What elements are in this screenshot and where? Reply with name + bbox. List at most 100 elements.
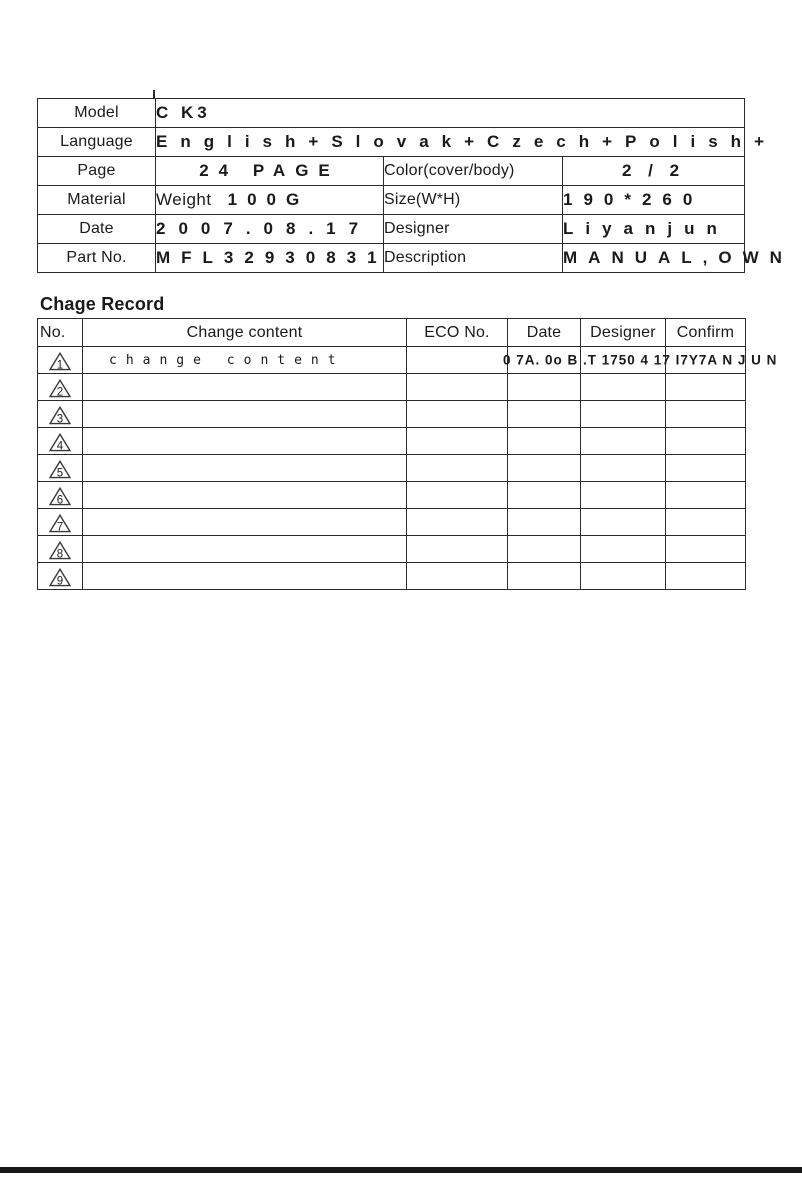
designer-value: Liyanjun (562, 214, 745, 244)
svg-text:1: 1 (57, 359, 63, 370)
row-confirm-cell (665, 562, 746, 590)
row-no-cell: 1 (37, 346, 83, 374)
spec-table: Model C K3 Language English+Slovak+Czech… (37, 98, 782, 273)
record-row-8: 8 (37, 535, 746, 563)
row-date-cell (507, 373, 581, 401)
color-value: 2 / 2 (562, 156, 745, 186)
spec-row-date: Date 2007.08.17 Designer Liyanjun (37, 214, 745, 244)
row-date-cell: 0 7A. 0o B .T 1750 4 17 I7Y7A N J U N (503, 346, 776, 374)
page-value: 24 PAGE (155, 156, 384, 186)
header-no: No. (37, 318, 83, 347)
row-eco-cell (406, 562, 508, 590)
row-no-cell: 6 (37, 481, 83, 509)
row-change-content-cell (82, 373, 407, 401)
model-label: Model (37, 98, 156, 128)
row-no-cell: 2 (37, 373, 83, 401)
revision-triangle-icon: 5 (49, 459, 71, 479)
row-designer-cell (580, 400, 666, 428)
row-eco-cell (406, 508, 508, 536)
row-change-content-cell (82, 400, 407, 428)
date-label: Date (37, 214, 156, 244)
header-designer: Designer (580, 318, 666, 347)
row-confirm-cell (665, 400, 746, 428)
color-label: Color(cover/body) (383, 156, 563, 186)
size-label: Size(W*H) (383, 185, 563, 215)
record-row-1: 1 change content 0 7A. 0o B .T 1750 4 17… (37, 346, 776, 374)
spec-row-model: Model C K3 (37, 98, 745, 128)
svg-text:5: 5 (57, 467, 63, 478)
row-eco-cell (406, 427, 508, 455)
row-date-cell (507, 562, 581, 590)
record-row-9: 9 (37, 562, 746, 590)
row-designer-cell (580, 373, 666, 401)
svg-text:4: 4 (57, 440, 64, 451)
row-confirm-cell (665, 481, 746, 509)
svg-text:3: 3 (57, 413, 63, 424)
material-label: Material (37, 185, 156, 215)
spec-row-page: Page 24 PAGE Color(cover/body) 2 / 2 (37, 156, 745, 186)
row-eco-cell (406, 481, 508, 509)
language-value: English+Slovak+Czech+Polish+ (155, 127, 764, 157)
record-row-4: 4 (37, 427, 746, 455)
change-record-title: Chage Record (40, 294, 165, 314)
row-confirm-cell (665, 508, 746, 536)
row-change-content-cell (82, 427, 407, 455)
page-label: Page (37, 156, 156, 186)
row-designer-cell (580, 562, 666, 590)
row-designer-cell (580, 454, 666, 482)
row-no-cell: 7 (37, 508, 83, 536)
row-change-content-cell (82, 562, 407, 590)
row-date-cell (507, 481, 581, 509)
row-no-cell: 9 (37, 562, 83, 590)
record-row-3: 3 (37, 400, 746, 428)
row-change-content-cell (82, 535, 407, 563)
row-change-content-cell: change content (82, 346, 407, 374)
row-eco-cell (406, 346, 508, 374)
row-confirm-cell (665, 454, 746, 482)
row-change-content-cell (82, 508, 407, 536)
row-no-cell: 4 (37, 427, 83, 455)
row-no-cell: 3 (37, 400, 83, 428)
row-confirm-cell (665, 535, 746, 563)
row-date-cell (507, 454, 581, 482)
row-date-cell (507, 535, 581, 563)
partno-label: Part No. (37, 243, 156, 273)
header-confirm: Confirm (665, 318, 746, 347)
overprinted-text: 0 7A. 0o B .T 1750 4 17 I7Y7A N J U N (503, 352, 778, 368)
svg-text:7: 7 (57, 521, 63, 532)
row-confirm-cell (665, 427, 746, 455)
revision-triangle-icon: 6 (49, 486, 71, 506)
material-value: Weight 100G (155, 185, 384, 215)
row-eco-cell (406, 454, 508, 482)
change-record-table: No. Change content ECO No. Date Designer… (37, 318, 776, 590)
record-row-5: 5 (37, 454, 746, 482)
revision-triangle-icon: 7 (49, 513, 71, 533)
model-value: C K3 (155, 98, 745, 128)
record-row-7: 7 (37, 508, 746, 536)
svg-text:8: 8 (57, 548, 63, 559)
revision-triangle-icon: 2 (49, 378, 71, 398)
row-change-content-cell (82, 481, 407, 509)
language-label: Language (37, 127, 156, 157)
revision-triangle-icon: 1 (49, 351, 71, 371)
scan-artifact-line (153, 90, 155, 99)
revision-triangle-icon: 4 (49, 432, 71, 452)
row-designer-cell (580, 481, 666, 509)
record-row-6: 6 (37, 481, 746, 509)
scan-footer-bar (0, 1167, 802, 1173)
row-date-cell (507, 508, 581, 536)
revision-triangle-icon: 9 (49, 567, 71, 587)
row-eco-cell (406, 373, 508, 401)
size-value: 190*260 (562, 185, 745, 215)
description-label: Description (383, 243, 563, 273)
row-no-cell: 5 (37, 454, 83, 482)
svg-text:2: 2 (57, 386, 63, 397)
designer-label: Designer (383, 214, 563, 244)
row-date-cell (507, 400, 581, 428)
weight-label: Weight (156, 190, 212, 209)
row-change-content-cell (82, 454, 407, 482)
revision-triangle-icon: 8 (49, 540, 71, 560)
svg-text:9: 9 (57, 575, 63, 586)
row-eco-cell (406, 535, 508, 563)
